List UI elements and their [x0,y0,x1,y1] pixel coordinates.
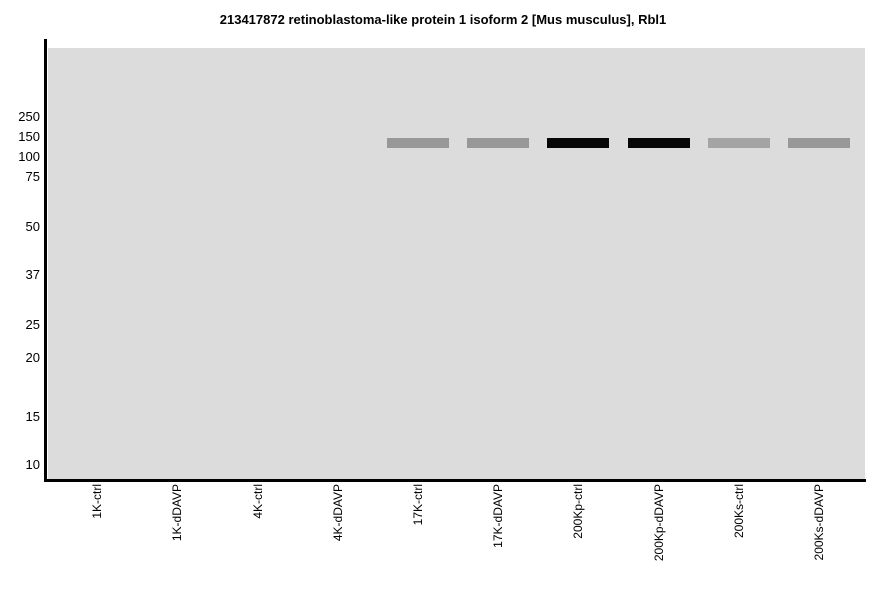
band-200Kp-ctrl [547,138,609,148]
lane-label: 4K-dDAVP [331,484,345,542]
band-17K-dDAVP [467,138,529,148]
mw-marker-label: 75 [25,169,40,184]
lane-label: 4K-ctrl [251,484,265,519]
mw-marker-label: 100 [18,149,40,164]
lane-label: 1K-ctrl [90,484,104,519]
mw-marker-label: 150 [18,129,40,144]
mw-marker-label: 25 [25,317,40,332]
mw-marker-label: 37 [25,267,40,282]
mw-marker-label: 15 [25,409,40,424]
x-axis-line [44,479,866,482]
lane-label: 200Kp-dDAVP [652,484,666,562]
lane-label: 1K-dDAVP [170,484,184,542]
chart-title: 213417872 retinoblastoma-like protein 1 … [219,12,667,27]
band-200Ks-dDAVP [788,138,850,148]
mw-marker-label: 20 [25,350,40,365]
band-17K-ctrl [387,138,449,148]
mw-marker-label: 10 [25,457,40,472]
y-axis-line [44,39,47,482]
lane-label: 200Kp-ctrl [571,484,585,539]
band-200Ks-ctrl [708,138,770,148]
gel-plot-area [48,48,865,480]
lane-label: 17K-ctrl [411,484,425,526]
mw-marker-label: 250 [18,109,40,124]
mw-marker-label: 50 [25,219,40,234]
band-200Kp-dDAVP [628,138,690,148]
lane-label: 200Ks-dDAVP [812,484,826,561]
lane-label: 200Ks-ctrl [732,484,746,539]
lane-label: 17K-dDAVP [491,484,505,548]
